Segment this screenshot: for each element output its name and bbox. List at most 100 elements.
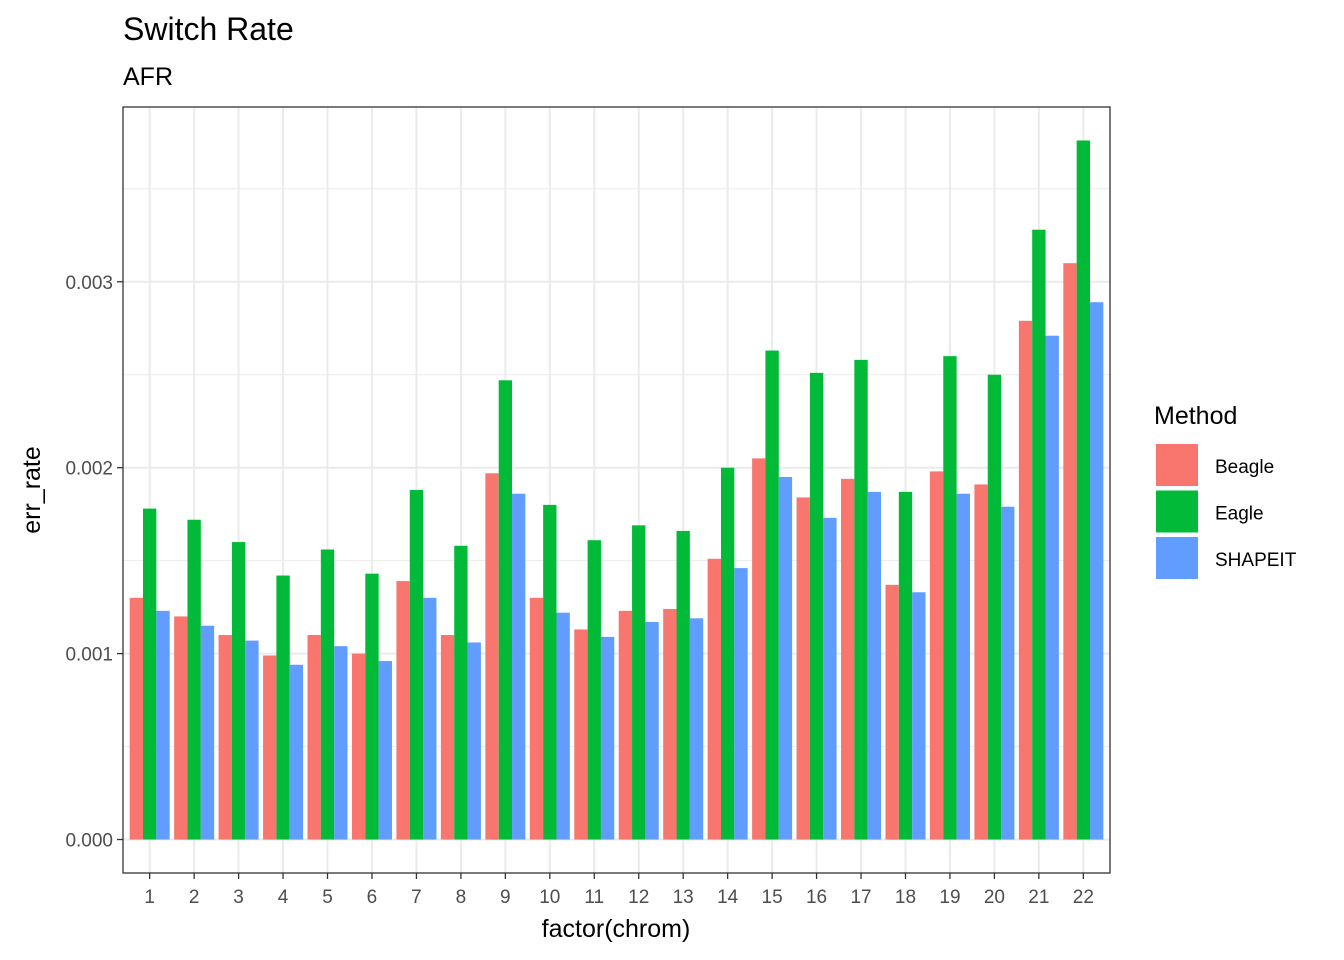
bar-eagle-8	[454, 545, 468, 840]
bar-beagle-9	[485, 473, 499, 840]
bar-eagle-19	[943, 356, 957, 840]
y-axis: 0.000 0.001 0.002 0.003	[65, 273, 123, 852]
bar-shapeit-22	[1089, 302, 1104, 840]
x-tick-label: 1	[144, 887, 155, 908]
chart-subtitle: AFR	[123, 63, 173, 91]
bar-eagle-6	[365, 573, 379, 840]
bar-beagle-4	[263, 655, 277, 840]
bar-shapeit-19	[956, 493, 970, 840]
bar-eagle-7	[409, 490, 424, 840]
bar-shapeit-1	[156, 610, 170, 840]
legend-label-beagle: Beagle	[1215, 457, 1274, 478]
legend-key-eagle	[1156, 490, 1198, 533]
bar-beagle-2	[174, 616, 188, 840]
bar-beagle-10	[529, 597, 544, 840]
x-tick-label: 5	[322, 887, 333, 908]
bar-beagle-3	[218, 635, 232, 840]
bar-beagle-18	[885, 584, 899, 840]
x-tick-label: 22	[1073, 887, 1094, 908]
bar-beagle-14	[707, 558, 721, 840]
bar-eagle-1	[143, 508, 157, 840]
panel-border	[122, 106, 1111, 874]
x-tick-label: 19	[939, 887, 960, 908]
bar-beagle-22	[1063, 263, 1077, 840]
bar-eagle-9	[498, 380, 513, 840]
x-tick-label: 12	[628, 887, 649, 908]
bar-shapeit-12	[645, 622, 659, 840]
x-tick-label: 8	[456, 887, 467, 908]
bar-eagle-11	[587, 540, 601, 840]
plot-panel	[122, 106, 1111, 874]
bar-beagle-16	[796, 497, 810, 840]
bar-shapeit-18	[912, 592, 926, 840]
y-tick-label: 0.001	[65, 645, 113, 666]
x-tick-label: 9	[500, 887, 511, 908]
bar-shapeit-3	[245, 640, 259, 840]
bar-eagle-18	[898, 491, 913, 840]
bar-eagle-21	[1032, 229, 1046, 840]
x-axis: 1 2 3 4 5 6 7 8 9 10 11 12 13 14 15 16 17 18 19 20 21 22	[144, 873, 1094, 908]
bar-eagle-12	[632, 525, 646, 840]
bar-shapeit-13	[689, 618, 704, 840]
bar-eagle-17	[854, 359, 868, 840]
bar-beagle-6	[351, 653, 366, 840]
bar-beagle-13	[663, 608, 677, 840]
bar-beagle-21	[1018, 320, 1033, 840]
x-tick-label: 6	[367, 887, 378, 908]
bar-shapeit-16	[823, 517, 837, 840]
bar-beagle-8	[440, 635, 455, 840]
x-tick-label: 4	[278, 887, 289, 908]
chart-title: Switch Rate	[123, 11, 294, 47]
y-tick-label: 0.000	[65, 831, 113, 852]
bar-shapeit-2	[200, 625, 215, 840]
legend-label-shapeit: SHAPEIT	[1215, 550, 1297, 571]
x-tick-label: 3	[233, 887, 244, 908]
x-tick-label: 17	[850, 887, 871, 908]
bar-beagle-11	[574, 629, 588, 840]
bar-beagle-19	[929, 471, 944, 840]
bar-eagle-2	[187, 519, 201, 840]
x-axis-title: factor(chrom)	[542, 915, 691, 943]
bar-eagle-16	[809, 372, 824, 840]
bar-eagle-5	[320, 549, 335, 840]
legend-key-beagle	[1156, 444, 1198, 486]
x-tick-label: 13	[673, 887, 694, 908]
x-tick-label: 2	[189, 887, 200, 908]
bar-shapeit-9	[512, 493, 526, 840]
bar-eagle-13	[676, 530, 690, 840]
bar-beagle-12	[618, 610, 633, 840]
x-tick-label: 14	[717, 887, 739, 908]
bar-eagle-4	[276, 575, 290, 840]
bar-shapeit-15	[778, 476, 793, 840]
bar-beagle-20	[974, 484, 988, 840]
y-tick-label: 0.003	[65, 273, 113, 294]
bar-shapeit-17	[867, 491, 882, 840]
bar-beagle-5	[307, 635, 321, 840]
y-tick-label: 0.002	[65, 459, 113, 480]
x-tick-label: 11	[584, 887, 604, 908]
bar-eagle-22	[1076, 140, 1090, 840]
bar-shapeit-21	[1045, 335, 1059, 840]
x-tick-label: 18	[895, 887, 916, 908]
x-tick-label: 21	[1028, 887, 1049, 908]
bars	[129, 140, 1104, 840]
bar-shapeit-5	[334, 646, 348, 840]
x-tick-label: 15	[762, 887, 783, 908]
bar-shapeit-10	[556, 612, 570, 840]
bar-shapeit-7	[423, 597, 437, 840]
bar-eagle-3	[231, 542, 246, 840]
bar-shapeit-6	[378, 661, 392, 840]
bar-eagle-10	[543, 504, 557, 840]
bar-beagle-15	[752, 458, 766, 840]
legend-label-eagle: Eagle	[1215, 504, 1264, 525]
bar-shapeit-4	[289, 664, 304, 840]
legend-key-shapeit	[1156, 537, 1198, 579]
x-tick-label: 7	[411, 887, 422, 908]
bar-eagle-14	[720, 467, 735, 840]
x-tick-label: 16	[806, 887, 827, 908]
bar-shapeit-8	[467, 642, 481, 840]
legend-title: Method	[1154, 402, 1237, 430]
bar-shapeit-20	[1001, 506, 1015, 840]
legend: Method Beagle Eagle SHAPEIT	[1154, 402, 1297, 579]
